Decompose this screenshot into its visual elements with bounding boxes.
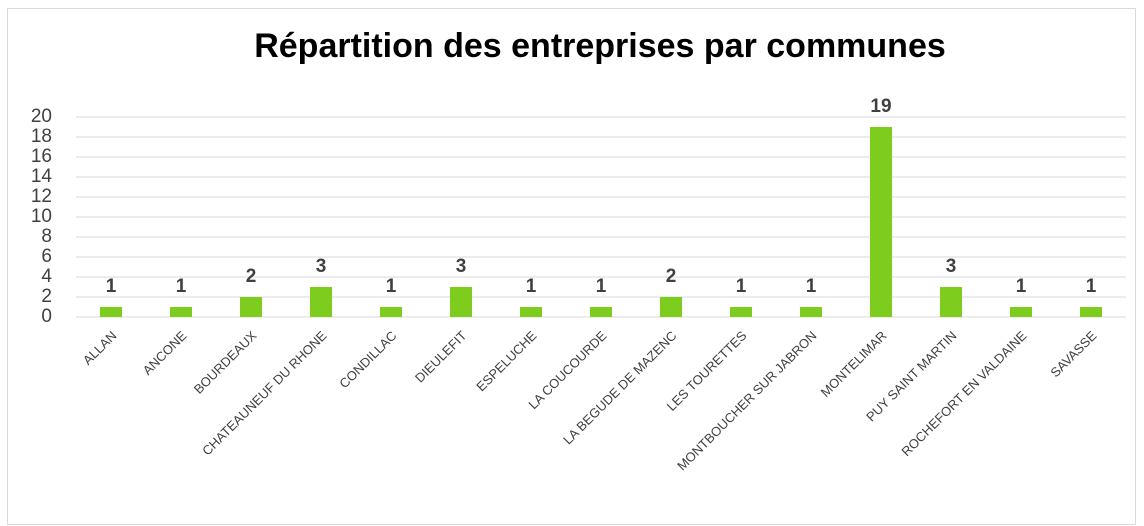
y-tick-label: 4 xyxy=(41,266,52,287)
data-label: 1 xyxy=(386,276,397,297)
chart-title: Répartition des entreprises par communes xyxy=(254,27,946,65)
y-tick-label: 20 xyxy=(31,106,52,127)
bar xyxy=(170,307,192,317)
data-label: 3 xyxy=(456,256,467,277)
data-label: 1 xyxy=(596,276,607,297)
data-label: 3 xyxy=(946,256,957,277)
bar xyxy=(870,127,892,317)
y-tick-label: 6 xyxy=(41,246,52,267)
bar xyxy=(1010,307,1032,317)
bar xyxy=(1080,307,1102,317)
data-label: 3 xyxy=(316,256,327,277)
bar xyxy=(940,287,962,317)
bar xyxy=(730,307,752,317)
y-tick-label: 0 xyxy=(41,306,52,327)
data-label: 2 xyxy=(246,266,257,287)
bar xyxy=(660,297,682,317)
bar xyxy=(380,307,402,317)
bar xyxy=(520,307,542,317)
data-label: 1 xyxy=(1086,276,1097,297)
y-tick-label: 18 xyxy=(31,126,52,147)
bar xyxy=(310,287,332,317)
chart-border xyxy=(7,8,1136,525)
bar xyxy=(450,287,472,317)
data-label: 1 xyxy=(806,276,817,297)
y-tick-label: 12 xyxy=(31,186,52,207)
data-label: 1 xyxy=(106,276,117,297)
y-tick-label: 10 xyxy=(31,206,52,227)
y-tick-label: 2 xyxy=(41,286,52,307)
data-label: 19 xyxy=(870,96,891,117)
data-label: 1 xyxy=(1016,276,1027,297)
bar xyxy=(590,307,612,317)
bar xyxy=(800,307,822,317)
bar xyxy=(240,297,262,317)
data-label: 2 xyxy=(666,266,677,287)
data-label: 1 xyxy=(736,276,747,297)
bar xyxy=(100,307,122,317)
data-label: 1 xyxy=(526,276,537,297)
y-tick-label: 14 xyxy=(31,166,53,187)
data-label: 1 xyxy=(176,276,187,297)
y-tick-label: 16 xyxy=(31,146,52,167)
y-tick-label: 8 xyxy=(41,226,52,247)
